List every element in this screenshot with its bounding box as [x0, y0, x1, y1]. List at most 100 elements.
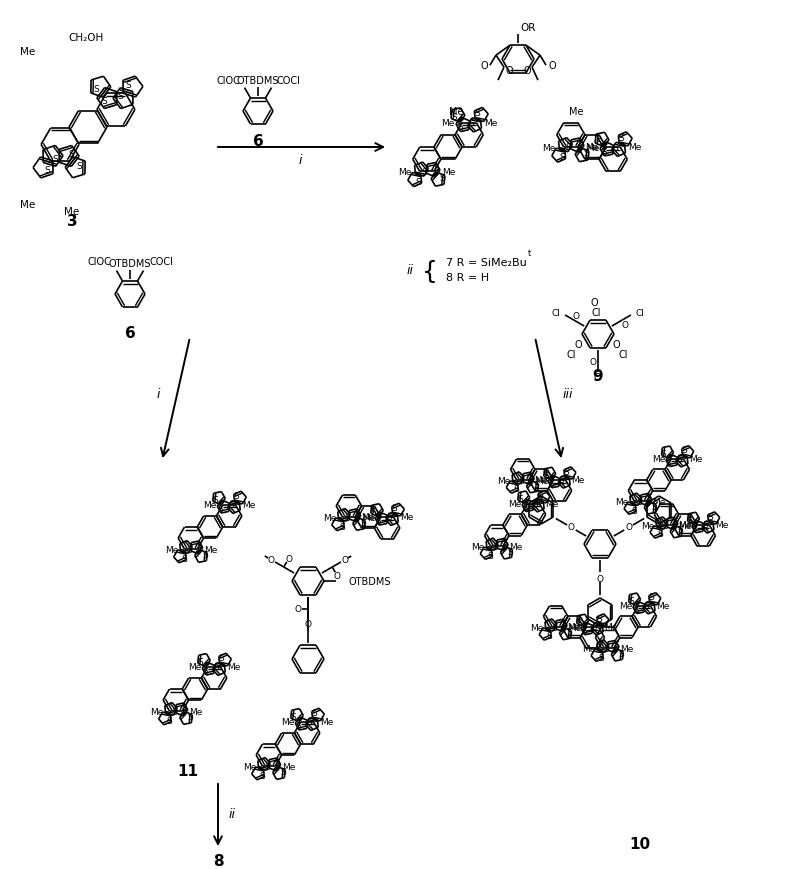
Text: S: S [69, 150, 74, 159]
Text: Me: Me [282, 762, 295, 771]
Text: S: S [662, 521, 667, 530]
Text: Me: Me [545, 500, 559, 508]
Text: 6: 6 [253, 135, 263, 149]
Text: ClOC: ClOC [87, 257, 111, 267]
Text: O: O [573, 312, 580, 321]
Text: S: S [370, 507, 376, 517]
Text: Me: Me [362, 513, 375, 522]
Text: S: S [182, 703, 187, 712]
Text: Me: Me [641, 521, 654, 530]
Text: S: S [94, 85, 99, 95]
Text: S: S [218, 653, 224, 662]
Text: O: O [267, 555, 274, 564]
Text: Me: Me [679, 521, 692, 530]
Text: S: S [558, 476, 564, 485]
Text: Me: Me [242, 762, 256, 771]
Text: O: O [590, 298, 598, 308]
Text: Me: Me [242, 501, 255, 509]
Text: O: O [480, 61, 488, 71]
Text: S: S [677, 526, 683, 534]
Text: S: S [707, 512, 713, 521]
Text: S: S [166, 716, 172, 725]
Text: O: O [621, 321, 629, 329]
Text: OTBDMS: OTBDMS [348, 576, 390, 587]
Text: Me: Me [65, 207, 80, 216]
Text: S: S [118, 92, 124, 101]
Text: S: S [648, 593, 654, 601]
Text: S: S [702, 521, 708, 530]
Text: Me: Me [508, 500, 521, 508]
Text: S: S [603, 644, 609, 653]
Text: O: O [567, 523, 574, 532]
Text: S: S [528, 472, 534, 481]
Text: S: S [533, 481, 539, 490]
Text: S: S [234, 492, 239, 501]
Text: S: S [548, 480, 553, 488]
Text: S: S [228, 501, 234, 510]
Text: S: S [576, 618, 582, 627]
Text: S: S [186, 545, 192, 554]
Text: O: O [574, 340, 582, 349]
Text: S: S [562, 619, 567, 628]
Text: Me: Me [189, 707, 202, 716]
Text: Me: Me [281, 718, 294, 726]
Text: Me: Me [441, 119, 454, 128]
Text: Me: Me [535, 476, 548, 485]
Text: S: S [290, 713, 296, 721]
Text: COCl: COCl [149, 257, 173, 267]
Text: Me: Me [20, 200, 36, 209]
Text: S: S [487, 551, 493, 560]
Text: Me: Me [615, 497, 629, 507]
Text: Me: Me [204, 545, 217, 554]
Text: S: S [264, 762, 270, 771]
Text: Me: Me [571, 475, 585, 485]
Text: O: O [596, 574, 604, 583]
Text: Me: Me [569, 107, 583, 116]
Text: S: S [636, 497, 642, 507]
Text: S: S [560, 153, 566, 163]
Text: S: S [517, 494, 523, 504]
Text: S: S [280, 766, 286, 776]
Text: S: S [416, 177, 422, 187]
Text: ClOC: ClOC [216, 76, 240, 86]
Text: Me: Me [534, 475, 548, 485]
Text: S: S [618, 649, 624, 658]
Text: S: S [522, 504, 528, 513]
Text: ii: ii [229, 807, 235, 820]
Text: Me: Me [628, 143, 642, 152]
Text: S: S [681, 446, 687, 454]
Text: S: S [687, 516, 692, 525]
Text: Cl: Cl [591, 308, 601, 318]
Text: S: S [203, 667, 208, 675]
Text: S: S [532, 500, 538, 508]
Text: Me: Me [653, 497, 666, 507]
Text: Me: Me [448, 107, 463, 116]
Text: S: S [646, 494, 652, 502]
Text: S: S [618, 134, 625, 143]
Text: O: O [626, 523, 633, 532]
Text: O: O [285, 554, 292, 563]
Text: Me: Me [604, 622, 618, 632]
Text: COCl: COCl [276, 76, 300, 86]
Text: S: S [457, 123, 463, 132]
Text: ii: ii [406, 263, 414, 276]
Text: Me: Me [689, 454, 703, 463]
Text: S: S [439, 174, 444, 182]
Text: O: O [305, 620, 312, 629]
Text: Me: Me [203, 501, 217, 509]
Text: Me: Me [442, 168, 455, 177]
Text: S: S [344, 513, 350, 522]
Text: Me: Me [652, 454, 665, 463]
Text: S: S [631, 506, 637, 515]
Text: Cl: Cl [594, 373, 603, 382]
Text: 11: 11 [178, 764, 199, 779]
Text: 8 R = H: 8 R = H [446, 273, 489, 282]
Text: Me: Me [715, 521, 729, 530]
Text: S: S [44, 166, 50, 175]
Text: S: S [213, 495, 218, 505]
Text: S: S [433, 163, 439, 173]
Text: S: S [474, 109, 480, 118]
Text: S: S [513, 485, 519, 494]
Text: O: O [612, 340, 620, 349]
Text: {: { [422, 260, 438, 283]
